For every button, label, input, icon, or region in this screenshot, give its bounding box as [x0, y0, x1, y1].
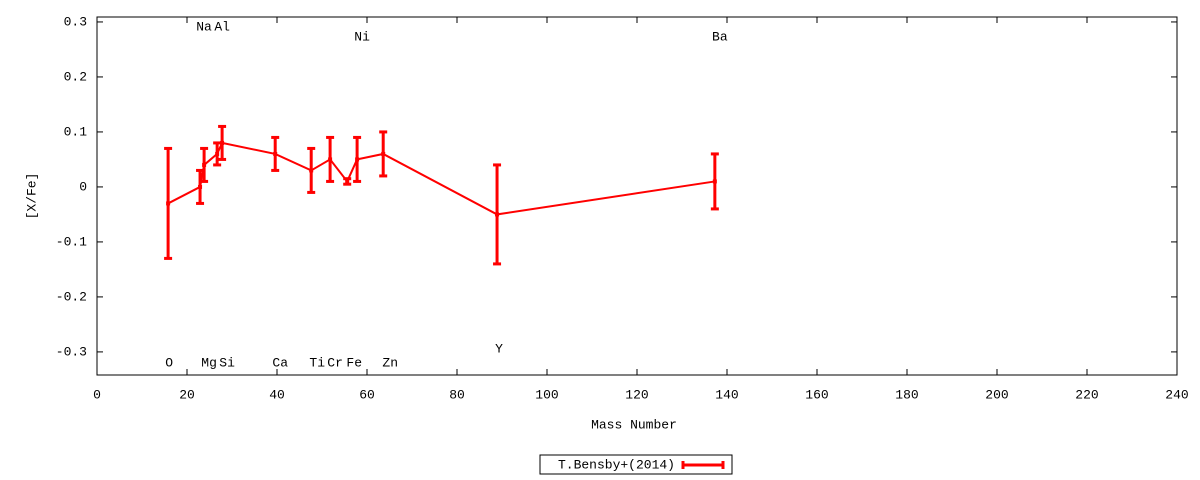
x-axis-label: Mass Number [591, 417, 677, 432]
x-tick-label: 200 [985, 387, 1008, 402]
x-tick-label: 140 [715, 387, 738, 402]
point-label: Cr [327, 355, 343, 370]
point-label: Fe [346, 355, 362, 370]
point [355, 157, 360, 162]
series-line [167, 141, 715, 216]
point-label: Zn [382, 355, 398, 370]
x-tick-label: 80 [449, 387, 465, 402]
x-tick-label: 100 [535, 387, 558, 402]
x-tick-label: 160 [805, 387, 828, 402]
point-label: Ba [712, 29, 728, 44]
point-label: Al [214, 19, 230, 34]
point-label: Na [196, 19, 212, 34]
y-tick-label: -0.2 [56, 289, 87, 304]
point-label: Si [219, 355, 235, 370]
point [712, 179, 717, 184]
point-label: Y [495, 341, 503, 356]
point [345, 179, 350, 184]
point-label: Mg [201, 355, 217, 370]
point [215, 151, 220, 156]
y-tick-label: -0.3 [56, 344, 87, 359]
point [495, 212, 500, 217]
point [328, 157, 333, 162]
point [220, 140, 225, 145]
y-tick-label: 0.2 [64, 69, 87, 84]
point-label: O [165, 355, 173, 370]
x-tick-label: 220 [1075, 387, 1098, 402]
plot-frame [96, 16, 1178, 376]
x-tick-label: 120 [625, 387, 648, 402]
point [309, 168, 314, 173]
y-tick-label: 0.1 [64, 124, 88, 139]
x-tick-label: 60 [359, 387, 375, 402]
x-tick-label: 0 [93, 387, 101, 402]
y-axis-label: [X/Fe] [24, 173, 39, 220]
x-tick-label: 240 [1165, 387, 1188, 402]
y-tick-label: 0 [79, 179, 87, 194]
point-label: Ti [309, 355, 325, 370]
point [198, 184, 203, 189]
legend-box [539, 454, 733, 475]
point [381, 151, 386, 156]
legend-label: T.Bensby+(2014) [558, 457, 675, 472]
y-tick-label: -0.1 [56, 234, 87, 249]
x-tick-label: 20 [179, 387, 195, 402]
x-tick-label: 180 [895, 387, 918, 402]
point [166, 201, 171, 206]
point [273, 151, 278, 156]
x-tick-label: 40 [269, 387, 285, 402]
y-tick-label: 0.3 [64, 14, 87, 29]
point-label: Ni [354, 29, 370, 44]
point-label: Ca [272, 355, 288, 370]
point [202, 162, 207, 167]
